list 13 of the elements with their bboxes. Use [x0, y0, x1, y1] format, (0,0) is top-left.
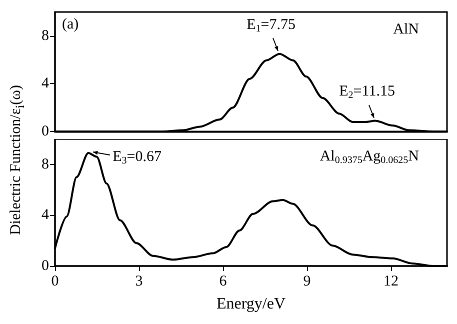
y-tick-label: 4	[42, 207, 50, 224]
text: AlN	[393, 22, 420, 38]
y-tick-label: 0	[42, 124, 49, 140]
x-axis-title: Energy/eV	[216, 296, 286, 312]
x-tick-label: 3	[135, 274, 143, 290]
x-tick-label: 12	[384, 274, 398, 290]
y-tick-label: 8	[42, 156, 49, 172]
y-tick-label: 0	[42, 258, 49, 274]
annotation: (a)	[62, 16, 79, 32]
y-tick-label: 8	[42, 28, 49, 44]
x-tick-label: 9	[303, 274, 311, 290]
y-tick-label: 4	[42, 76, 50, 92]
x-tick-label: 6	[219, 274, 228, 290]
